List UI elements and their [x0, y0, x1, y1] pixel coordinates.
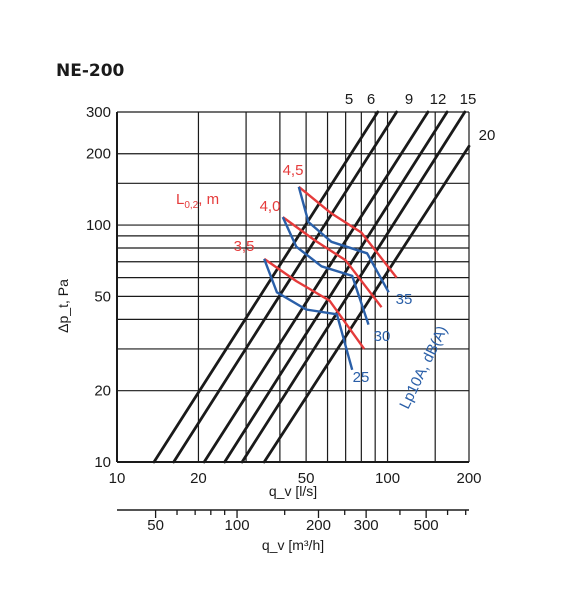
- sound-label: 30: [374, 328, 391, 345]
- x2-tick-label: 200: [306, 517, 331, 534]
- throw-curves: 4,5 4,0 3,5: [234, 162, 398, 350]
- characteristic-lines: 5 6 9 12 15 20: [152, 91, 496, 464]
- x2-axis-label: q_v [m³/h]: [262, 537, 324, 553]
- throw-curve-3,5: [263, 257, 366, 350]
- x2-tick-label: 500: [414, 517, 439, 534]
- sound-curve-30: [281, 216, 370, 325]
- characteristic-line-5: [152, 110, 380, 464]
- sound-label: 25: [353, 369, 370, 386]
- characteristic-line-9: [202, 110, 430, 464]
- line-label: 20: [479, 127, 496, 144]
- line-label: 9: [405, 91, 413, 108]
- y-tick-label: 100: [86, 217, 111, 234]
- x2-tick-label: 50: [147, 517, 164, 534]
- throw-label: 4,0: [260, 198, 281, 215]
- throw-label: 4,5: [283, 162, 304, 179]
- throw-curve-4,0: [282, 216, 383, 308]
- x-tick-label: 20: [190, 470, 207, 487]
- x2-tick-label: 300: [354, 517, 379, 534]
- x-tick-label: 200: [456, 470, 481, 487]
- grid: [116, 111, 470, 463]
- y-tick-label: 50: [94, 288, 111, 305]
- y-tick-label: 200: [86, 146, 111, 163]
- characteristic-line-15: [240, 110, 467, 464]
- x-tick-label: 10: [109, 470, 126, 487]
- characteristic-line-12: [223, 110, 449, 464]
- line-label: 15: [460, 91, 477, 108]
- characteristic-line-6: [172, 110, 398, 464]
- x2-tick-label: 100: [225, 517, 250, 534]
- y-tick-label: 300: [86, 104, 111, 121]
- y-tick-label: 10: [94, 454, 111, 471]
- chart-title: NE-200: [56, 61, 125, 81]
- throw-title: L0,2, m: [176, 191, 219, 211]
- characteristic-line-20: [262, 144, 471, 464]
- line-label: 12: [430, 91, 447, 108]
- line-label: 6: [367, 91, 375, 108]
- throw-label: 3,5: [234, 238, 255, 255]
- x-tick-label: 50: [298, 470, 315, 487]
- sound-label: 35: [396, 291, 413, 308]
- sound-title: Lp10A, dB(A): [396, 323, 451, 411]
- sound-curve-25: [263, 258, 354, 371]
- y-tick-label: 20: [94, 383, 111, 400]
- tick-labels: 10 20 50 100 200 300 10 20 50 100 200 50 100 200 300 50…: [86, 104, 482, 534]
- x-axis-label: q_v [l/s]: [269, 483, 317, 499]
- line-label: 5: [345, 91, 353, 108]
- sound-curves: 35 30 25: [263, 186, 413, 386]
- sound-curve-35: [297, 186, 390, 293]
- y-axis-label: Δp_t, Pa: [55, 279, 71, 333]
- throw-curve-4,5: [298, 185, 398, 279]
- x-tick-label: 100: [375, 470, 400, 487]
